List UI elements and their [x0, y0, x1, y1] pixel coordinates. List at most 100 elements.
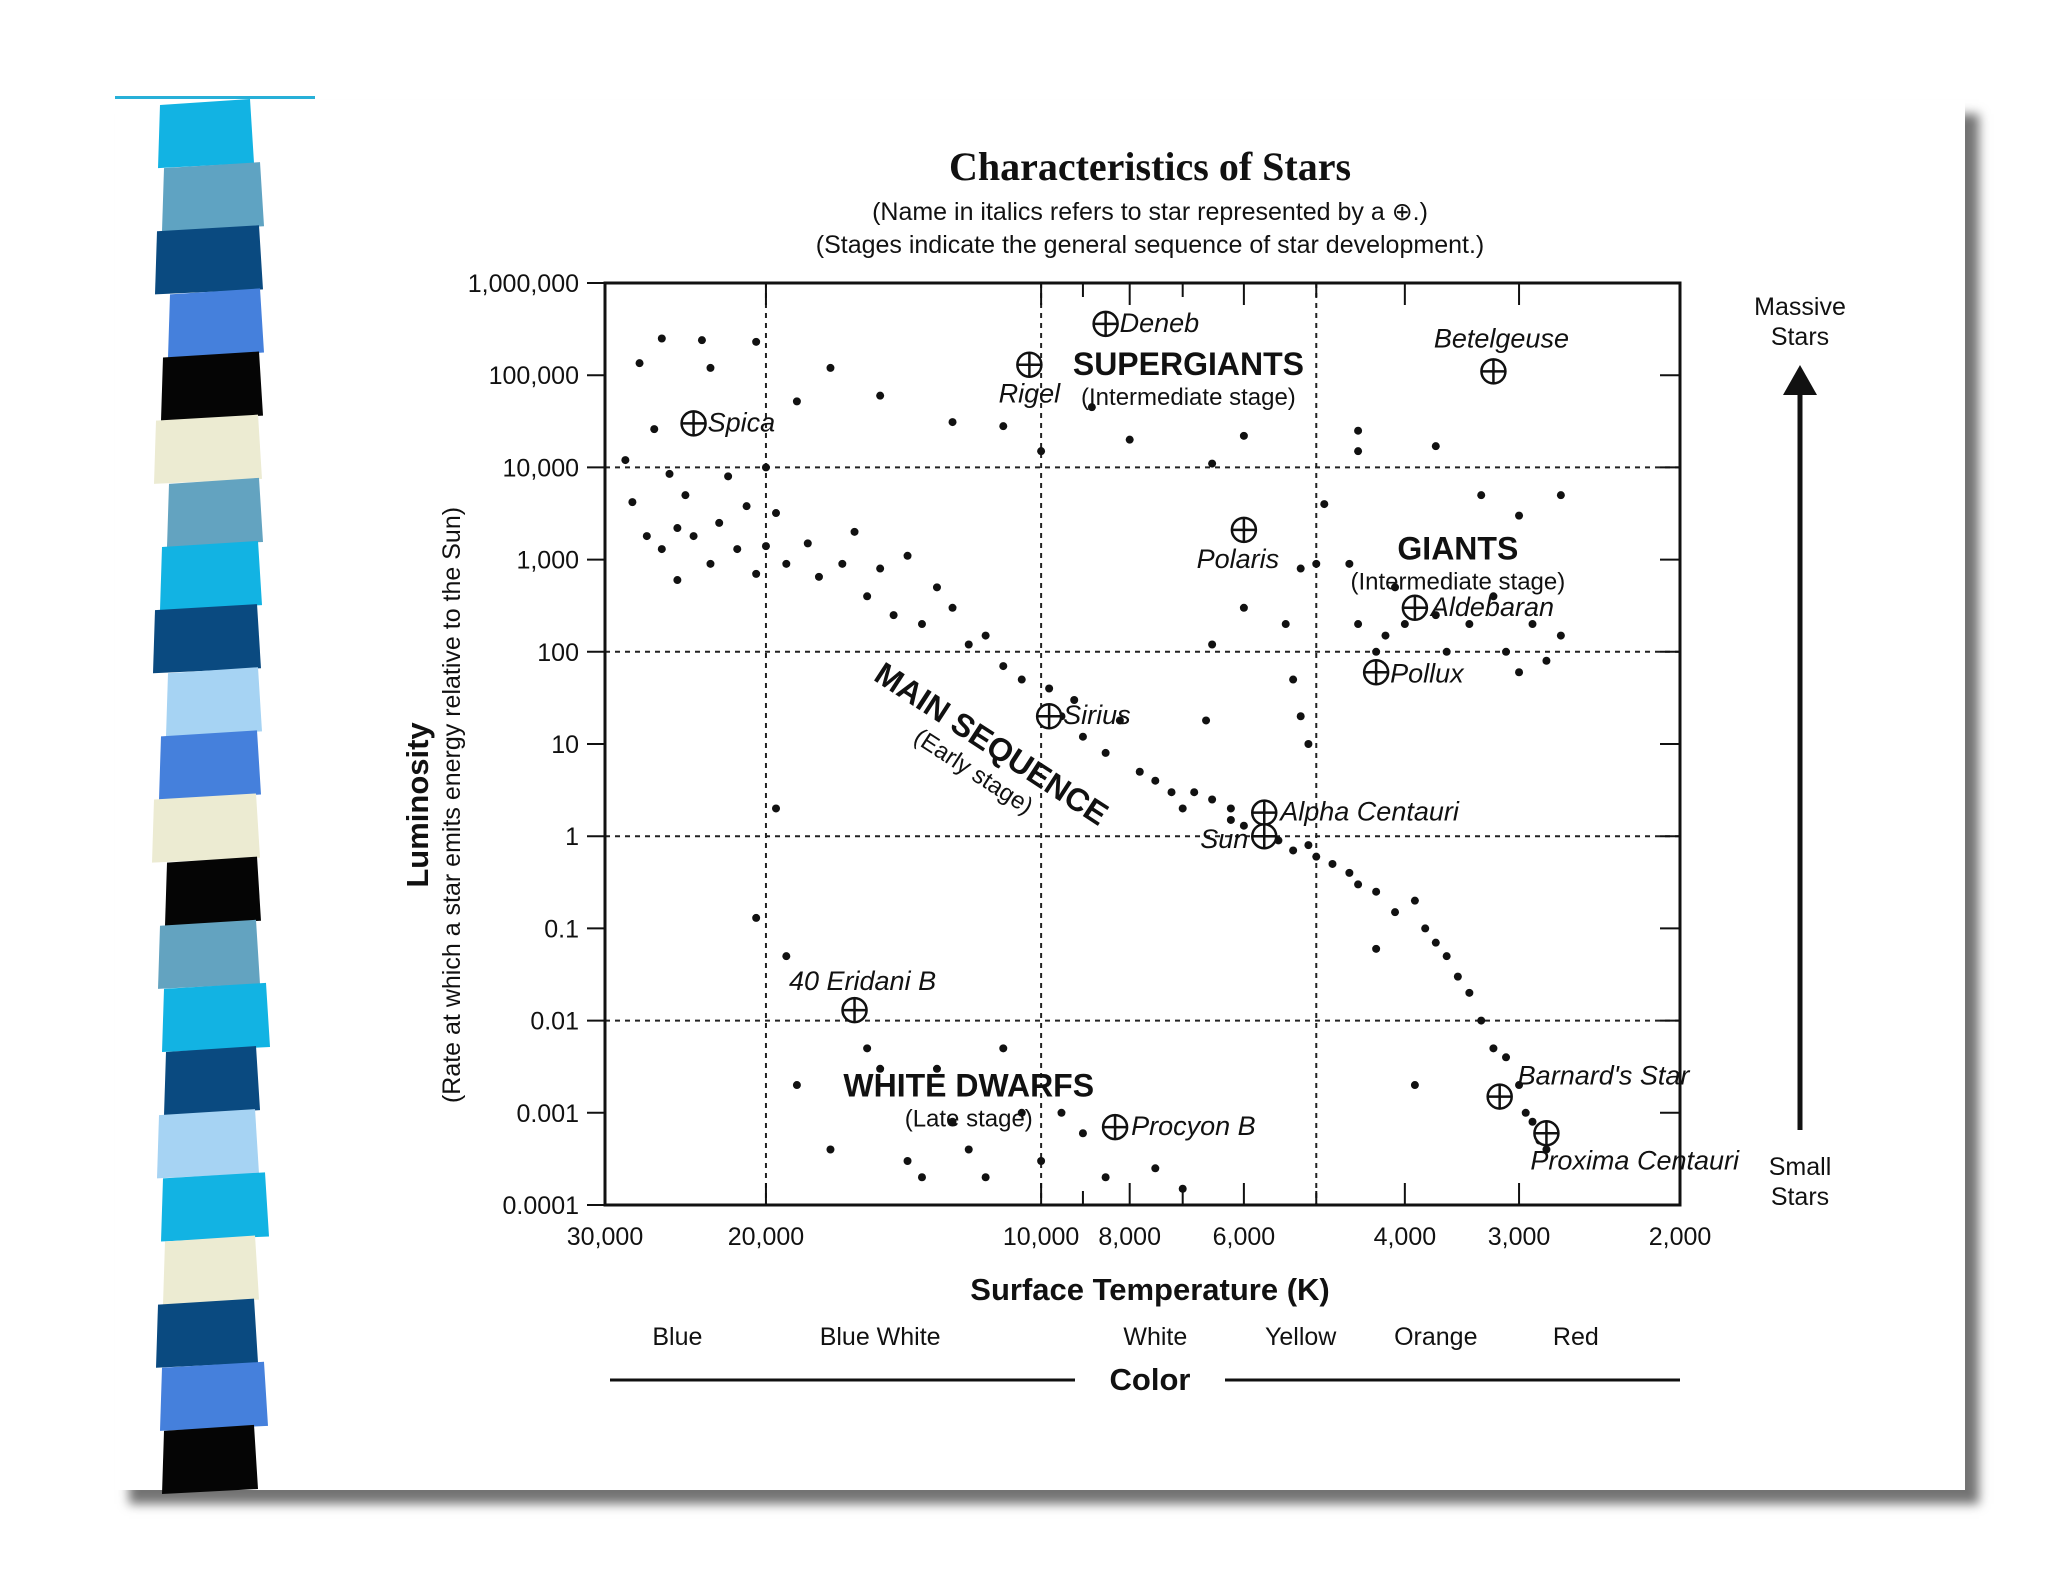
star-point [752, 913, 761, 922]
star-point [706, 559, 715, 568]
x-tick-label: 30,000 [567, 1223, 643, 1251]
star-point [1239, 431, 1248, 440]
star-point [863, 1044, 872, 1053]
star-point [657, 545, 666, 554]
star-point [1078, 1129, 1087, 1138]
star-point [1431, 611, 1440, 620]
star-point [1017, 1108, 1026, 1117]
region-label-group: MAIN SEQUENCE(Early stage) [868, 655, 1114, 832]
star-point [1442, 952, 1451, 961]
x-tick-label: 20,000 [728, 1223, 804, 1251]
star-point [782, 559, 791, 568]
star-point [1465, 620, 1474, 629]
decor-stripe [164, 1046, 260, 1116]
star-point [715, 518, 724, 527]
x-tick-label: 3,000 [1488, 1223, 1551, 1251]
star-point [1037, 447, 1046, 456]
star-point [761, 463, 770, 472]
named-star-marker: Aldebaran [1401, 592, 1554, 622]
star-point [1296, 712, 1305, 721]
star-point [1421, 924, 1430, 933]
star-point [1289, 846, 1298, 855]
star-point [838, 559, 847, 568]
star-point [1502, 647, 1511, 656]
star-point [761, 542, 770, 551]
y-tick-label: 100,000 [489, 362, 579, 390]
region-label-group: GIANTS(Intermediate stage) [1350, 531, 1565, 596]
star-point [826, 1145, 835, 1154]
star-point [999, 422, 1008, 431]
star-point [1239, 821, 1248, 830]
star-point [1151, 1164, 1160, 1173]
region-name: WHITE DWARFS [843, 1068, 1094, 1104]
region-name: GIANTS [1397, 531, 1518, 567]
star-point [1115, 716, 1124, 725]
named-star-label: Procyon B [1131, 1111, 1256, 1141]
named-star-marker: Pollux [1362, 658, 1465, 688]
star-points [621, 334, 1565, 1193]
star-point [1391, 583, 1400, 592]
star-point [772, 804, 781, 813]
star-point [1528, 620, 1537, 629]
massive-stars-label: Stars [1771, 323, 1829, 351]
color-label: Orange [1394, 1323, 1477, 1351]
star-point [1017, 675, 1026, 684]
star-point [863, 592, 872, 601]
star-point [981, 1173, 990, 1182]
star-point [1208, 640, 1217, 649]
named-star-label: 40 Eridani B [789, 966, 936, 996]
star-point [932, 1064, 941, 1073]
star-point [1226, 804, 1235, 813]
star-point [814, 572, 823, 581]
star-point [1556, 491, 1565, 500]
y-tick-label: 10,000 [503, 454, 579, 482]
named-star-marker: Sirius [1035, 700, 1131, 730]
star-point [1477, 1016, 1486, 1025]
star-point [1151, 776, 1160, 785]
star-point [1477, 491, 1486, 500]
star-point [964, 640, 973, 649]
star-point [1190, 788, 1199, 797]
decor-stripe [154, 414, 262, 484]
region-name: SUPERGIANTS [1073, 346, 1304, 382]
star-point [689, 532, 698, 541]
star-point [1208, 795, 1217, 804]
arrow-up-icon [1783, 365, 1817, 395]
star-point [917, 1173, 926, 1182]
decor-stripe [152, 793, 260, 863]
named-star-marker: Alpha Centauri [1251, 797, 1460, 827]
star-point [1431, 938, 1440, 947]
star-point [1312, 852, 1321, 861]
star-point [948, 1117, 957, 1126]
decor-stripe [153, 604, 261, 674]
star-point [1489, 592, 1498, 601]
star-point [1304, 740, 1313, 748]
star-point [657, 334, 666, 343]
star-point [1410, 1081, 1419, 1090]
named-star-label: Betelgeuse [1434, 323, 1569, 353]
named-stars: Deneb Rigel Betelgeuse Spica Polaris Aldebara… [680, 308, 1740, 1175]
star-point [1354, 880, 1363, 889]
star-point [752, 337, 761, 346]
decor-stripe [167, 477, 263, 547]
named-star-label: Barnard's Star [1518, 1061, 1691, 1091]
named-star-marker: Sun [1200, 822, 1278, 854]
x-tick-label: 10,000 [1003, 1223, 1079, 1251]
star-point [1057, 1108, 1066, 1117]
star-point [1542, 656, 1551, 665]
y-tick-label: 1 [565, 823, 579, 851]
decor-stripe [161, 351, 263, 421]
star-point [999, 1044, 1008, 1053]
region-labels: SUPERGIANTS(Intermediate stage)GIANTS(In… [843, 346, 1565, 1132]
star-point [1239, 603, 1248, 612]
star-point [673, 524, 682, 533]
star-point [1410, 896, 1419, 905]
star-point [697, 336, 706, 345]
color-label: Blue [652, 1323, 702, 1351]
named-star-label: Rigel [999, 379, 1062, 409]
star-point [724, 472, 733, 481]
named-star-marker: Betelgeuse [1434, 323, 1569, 385]
